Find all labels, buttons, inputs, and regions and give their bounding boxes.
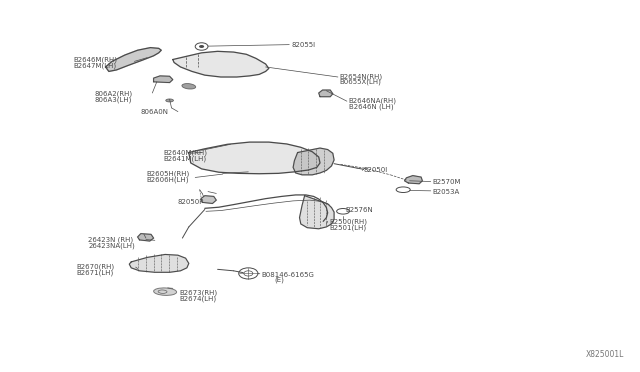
Text: B0655X(LH): B0655X(LH): [339, 79, 381, 86]
Text: B2646M(RH): B2646M(RH): [74, 56, 118, 63]
Text: B2570M: B2570M: [433, 179, 461, 185]
Text: 806A3(LH): 806A3(LH): [95, 97, 132, 103]
Text: 82050P: 82050P: [178, 199, 204, 205]
Text: B2670(RH): B2670(RH): [77, 263, 115, 270]
Text: B2647M(LH): B2647M(LH): [74, 62, 116, 69]
Circle shape: [199, 45, 204, 48]
Text: B2646N (LH): B2646N (LH): [349, 104, 394, 110]
Polygon shape: [129, 254, 189, 272]
Text: 26423N (RH): 26423N (RH): [88, 237, 134, 243]
Polygon shape: [293, 148, 334, 175]
Text: 82050I: 82050I: [364, 167, 388, 173]
Text: B2671(LH): B2671(LH): [77, 269, 114, 276]
Polygon shape: [138, 234, 154, 241]
Text: B2605H(RH): B2605H(RH): [146, 170, 189, 177]
Text: X825001L: X825001L: [586, 350, 624, 359]
Ellipse shape: [154, 288, 177, 295]
Polygon shape: [319, 90, 333, 97]
Text: B2641M(LH): B2641M(LH): [163, 155, 206, 162]
Text: 82055I: 82055I: [291, 42, 316, 48]
Text: B2674(LH): B2674(LH): [179, 296, 216, 302]
Text: (E): (E): [274, 277, 284, 283]
Text: B2053A: B2053A: [433, 189, 460, 195]
Text: B2654N(RH): B2654N(RH): [339, 73, 382, 80]
Text: B08146-6165G: B08146-6165G: [261, 272, 314, 278]
Ellipse shape: [166, 99, 173, 102]
Text: B2500(RH): B2500(RH): [330, 218, 367, 225]
Text: B2606H(LH): B2606H(LH): [146, 176, 188, 183]
Text: 806A2(RH): 806A2(RH): [95, 91, 133, 97]
Text: B2501(LH): B2501(LH): [330, 224, 367, 231]
Text: B2640M(RH): B2640M(RH): [163, 149, 207, 156]
Polygon shape: [300, 196, 334, 229]
Polygon shape: [106, 48, 161, 71]
Polygon shape: [201, 196, 216, 203]
Polygon shape: [189, 142, 320, 174]
Text: B2576N: B2576N: [346, 207, 373, 213]
Polygon shape: [173, 51, 269, 77]
Text: B2646NA(RH): B2646NA(RH): [349, 98, 397, 105]
Text: B2673(RH): B2673(RH): [179, 290, 218, 296]
Polygon shape: [404, 176, 422, 184]
Ellipse shape: [182, 84, 196, 89]
Polygon shape: [154, 76, 173, 83]
Text: 26423NA(LH): 26423NA(LH): [88, 243, 135, 249]
Text: 806A0N: 806A0N: [141, 109, 169, 115]
